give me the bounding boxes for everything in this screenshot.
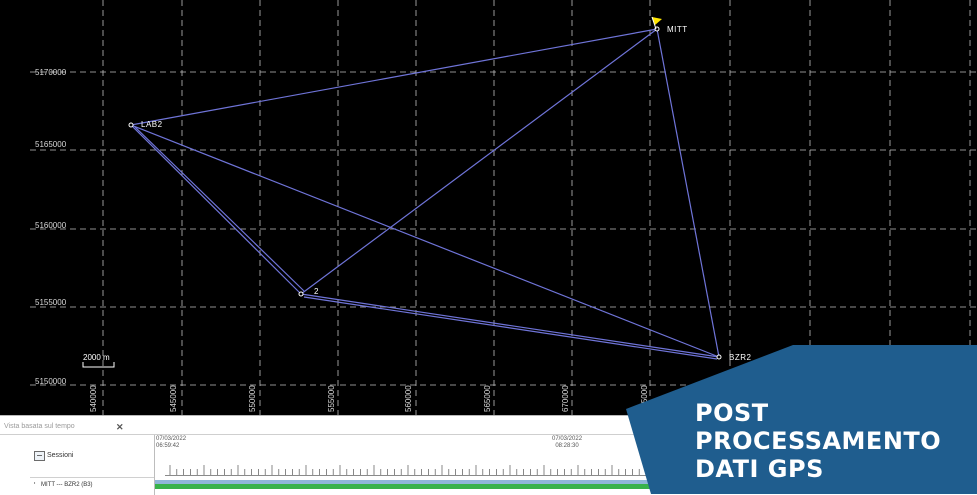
time-start-label: 07/03/2022 06:59:42 (156, 436, 187, 449)
y-tick-label: 5170000 (35, 68, 67, 77)
baseline-line (300, 293, 720, 358)
baseline-line (134, 126, 305, 292)
x-tick-label: 670000 (561, 385, 570, 412)
y-tick-label: 5165000 (35, 140, 67, 149)
y-tick-label: 5155000 (35, 298, 67, 307)
stations (128, 16, 722, 360)
panel-divider (0, 434, 977, 435)
x-tick-label: 565000 (483, 385, 492, 412)
baseline-row[interactable]: ⠂ MITT --- BZR2 (B3) (30, 478, 154, 492)
baseline-line (130, 124, 720, 358)
sessions-row[interactable]: Sessioni (30, 435, 154, 478)
baselines (130, 28, 720, 360)
station-label-mitt[interactable]: MITT (667, 25, 688, 34)
baseline-bar[interactable] (155, 484, 977, 489)
y-tick-label: 5150000 (35, 377, 67, 386)
station-label-bzr2[interactable]: BZR2 (729, 353, 752, 362)
x-tick-label: 555000 (327, 385, 336, 412)
banner-title: POST PROCESSAMENTO DATI GPS (695, 399, 942, 483)
station-marker (716, 354, 722, 360)
baseline-line (130, 124, 302, 295)
baseline-line (300, 28, 658, 295)
banner-shape (626, 345, 977, 494)
y-tick-label: 5160000 (35, 221, 67, 230)
x-tick-label: 545000 (169, 385, 178, 412)
baseline-line (130, 28, 658, 126)
scale-bar (82, 362, 115, 368)
map-canvas[interactable] (0, 0, 977, 415)
baseline-label: MITT --- BZR2 (B3) (41, 482, 93, 488)
sessions-icon (34, 451, 45, 461)
x-tick-label: 550000 (248, 385, 257, 412)
time-mid-label: 07/03/2022 08:28:30 (552, 436, 583, 449)
close-icon[interactable]: ✕ (116, 422, 124, 432)
baseline-line (656, 28, 720, 358)
tab-time-view[interactable]: Vista basata sul tempo (4, 423, 75, 430)
station-marker (128, 122, 134, 128)
baseline-line (303, 296, 718, 360)
scale-label: 2000 m (83, 353, 110, 362)
station-marker (298, 291, 304, 297)
station-label-2[interactable]: 2 (314, 287, 319, 296)
sessions-label: Sessioni (47, 452, 74, 459)
promo-banner: POST PROCESSAMENTO DATI GPS (626, 345, 977, 494)
station-label-lab2[interactable]: LAB2 (141, 120, 163, 129)
flag-pole (651, 16, 657, 30)
baseline-icon: ⠂ (33, 481, 39, 488)
network-map[interactable]: 5170000 5165000 5160000 5155000 5150000 … (0, 0, 977, 415)
x-tick-label: 540000 (89, 385, 98, 412)
row-label-column: Sessioni ⠂ MITT --- BZR2 (B3) (30, 435, 155, 495)
x-tick-label: 560000 (404, 385, 413, 412)
session-bar[interactable] (155, 480, 977, 484)
